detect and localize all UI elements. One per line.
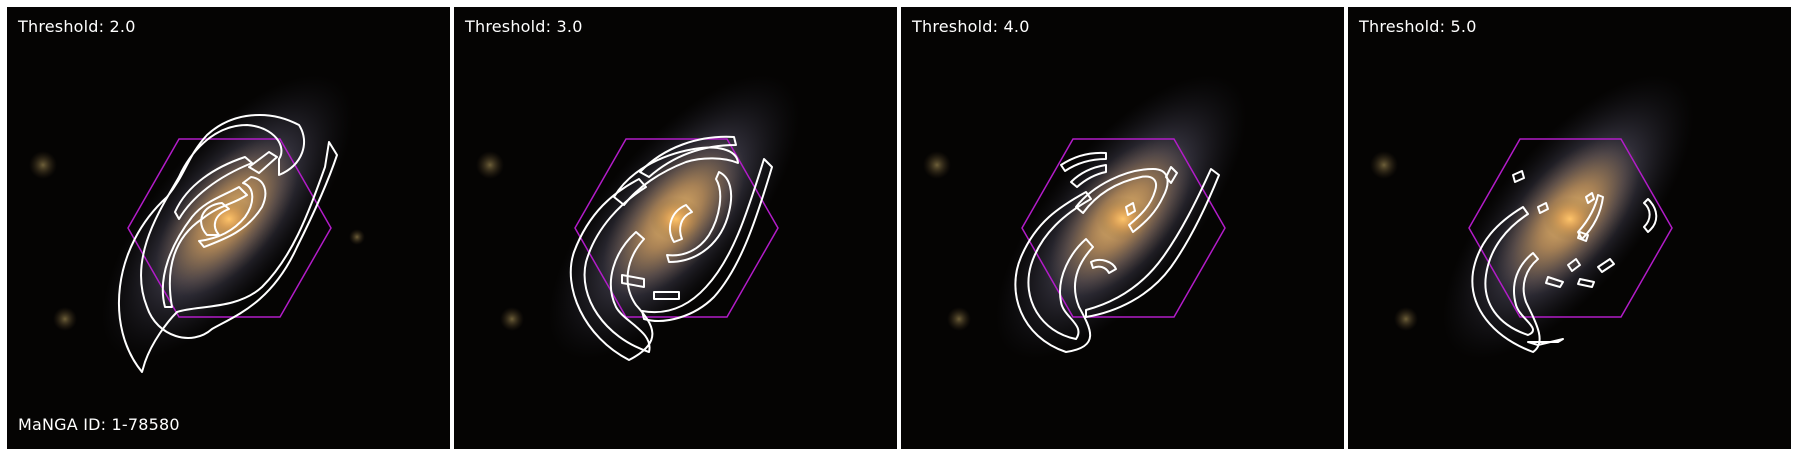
background-star bbox=[947, 307, 971, 331]
galaxy-id-label: MaNGA ID: 1-78580 bbox=[18, 415, 180, 434]
background-star bbox=[1394, 307, 1418, 331]
ifu-footprint-hexagon bbox=[1021, 138, 1226, 318]
ifu-footprint-hexagon bbox=[1468, 138, 1673, 318]
arm-contour-overlay bbox=[117, 114, 338, 373]
threshold-panel-strip: Threshold: 2.0 MaNGA ID: 1-78580 Thresho… bbox=[7, 7, 1791, 449]
galaxy-image bbox=[29, 75, 365, 373]
threshold-panel-2: Threshold: 3.0 bbox=[454, 7, 897, 449]
background-star bbox=[29, 151, 57, 179]
background-star bbox=[476, 151, 504, 179]
threshold-panel-3: Threshold: 4.0 bbox=[901, 7, 1344, 449]
arm-contour-overlay bbox=[1471, 170, 1658, 353]
threshold-label: Threshold: 5.0 bbox=[1359, 17, 1477, 36]
galaxy-image bbox=[476, 75, 800, 361]
arm-contour-overlay bbox=[569, 135, 773, 361]
threshold-panel-1: Threshold: 2.0 MaNGA ID: 1-78580 bbox=[7, 7, 450, 449]
galaxy-core bbox=[1544, 197, 1596, 241]
background-star bbox=[349, 229, 365, 245]
background-star bbox=[1370, 151, 1398, 179]
background-star bbox=[500, 307, 524, 331]
background-star bbox=[923, 151, 951, 179]
background-star bbox=[53, 307, 77, 331]
galaxy-image bbox=[923, 75, 1247, 359]
threshold-panel-4: Threshold: 5.0 bbox=[1348, 7, 1791, 449]
threshold-label: Threshold: 4.0 bbox=[912, 17, 1030, 36]
galaxy-core bbox=[1097, 197, 1149, 241]
galaxy-image bbox=[1370, 75, 1694, 359]
threshold-label: Threshold: 3.0 bbox=[465, 17, 583, 36]
arm-contour-overlay bbox=[1014, 151, 1220, 353]
threshold-label: Threshold: 2.0 bbox=[18, 17, 136, 36]
galaxy-core bbox=[650, 197, 702, 241]
ifu-footprint-hexagon bbox=[127, 138, 332, 318]
